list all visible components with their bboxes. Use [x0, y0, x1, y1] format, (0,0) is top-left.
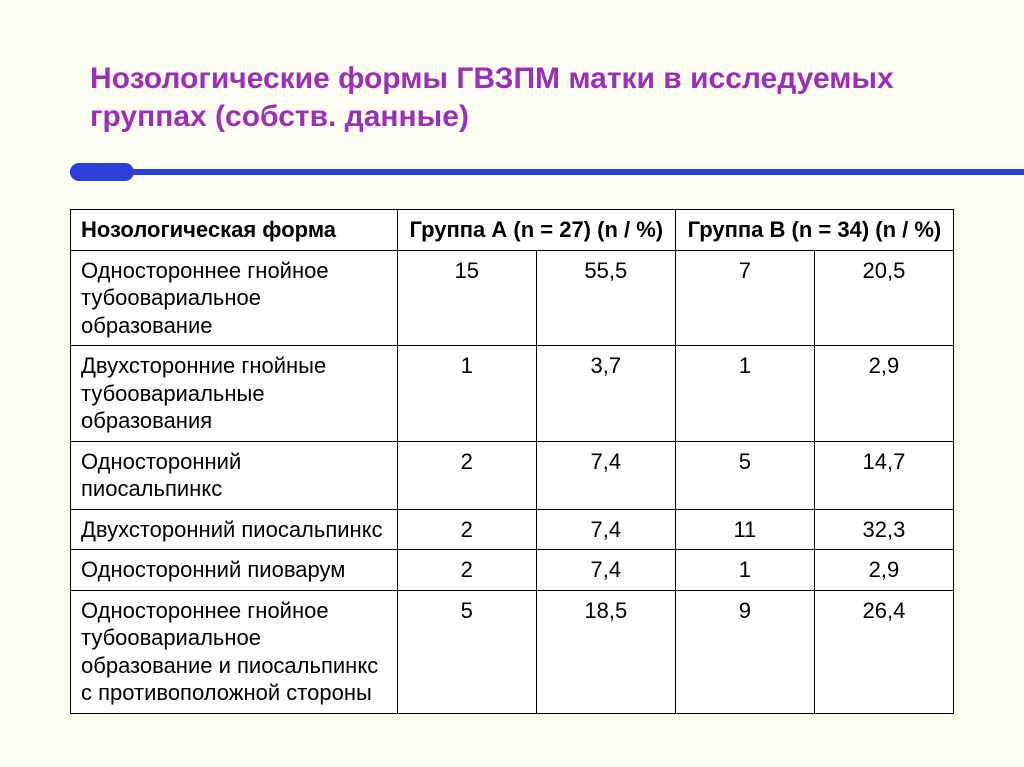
table-body: Одностороннее гнойное тубоовариальное об… — [71, 250, 954, 713]
cell-b-pct: 26,4 — [814, 590, 953, 713]
cell-a-n: 2 — [397, 441, 536, 509]
cell-b-pct: 20,5 — [814, 250, 953, 346]
table-header-row: Нозологическая форма Группа А (n = 27) (… — [71, 210, 954, 251]
cell-b-n: 7 — [675, 250, 814, 346]
cell-b-n: 1 — [675, 346, 814, 442]
cell-a-n: 1 — [397, 346, 536, 442]
title-separator — [70, 163, 954, 181]
cell-b-pct: 2,9 — [814, 346, 953, 442]
col-header-label: Нозологическая форма — [71, 210, 398, 251]
slide-title: Нозологические формы ГВЗПМ матки в иссле… — [70, 60, 954, 135]
row-label: Двухсторонние гнойные тубоовариальные об… — [71, 346, 398, 442]
cell-a-pct: 3,7 — [536, 346, 675, 442]
cell-a-pct: 55,5 — [536, 250, 675, 346]
table-row: Односторонний пиоварум 2 7,4 1 2,9 — [71, 550, 954, 591]
cell-b-pct: 2,9 — [814, 550, 953, 591]
table-row: Двухсторонние гнойные тубоовариальные об… — [71, 346, 954, 442]
cell-a-pct: 7,4 — [536, 509, 675, 550]
row-label: Одностороннее гнойное тубоовариальное об… — [71, 250, 398, 346]
table-row: Односторонний пиосальпинкс 2 7,4 5 14,7 — [71, 441, 954, 509]
row-label: Односторонний пиоварум — [71, 550, 398, 591]
cell-b-n: 5 — [675, 441, 814, 509]
row-label: Двухсторонний пиосальпинкс — [71, 509, 398, 550]
separator-cap — [70, 163, 134, 181]
cell-b-n: 9 — [675, 590, 814, 713]
table-row: Двухсторонний пиосальпинкс 2 7,4 11 32,3 — [71, 509, 954, 550]
col-header-group-a: Группа А (n = 27) (n / %) — [397, 210, 675, 251]
separator-line — [70, 169, 1024, 175]
col-header-group-b: Группа В (n = 34) (n / %) — [675, 210, 953, 251]
cell-b-n: 1 — [675, 550, 814, 591]
cell-a-n: 2 — [397, 509, 536, 550]
cell-b-pct: 32,3 — [814, 509, 953, 550]
cell-a-n: 5 — [397, 590, 536, 713]
cell-a-pct: 7,4 — [536, 441, 675, 509]
data-table: Нозологическая форма Группа А (n = 27) (… — [70, 209, 954, 714]
table-row: Одностороннее гнойное тубоовариальное об… — [71, 590, 954, 713]
row-label: Одностороннее гнойное тубоовариальное об… — [71, 590, 398, 713]
cell-a-pct: 18,5 — [536, 590, 675, 713]
cell-a-pct: 7,4 — [536, 550, 675, 591]
cell-b-pct: 14,7 — [814, 441, 953, 509]
cell-b-n: 11 — [675, 509, 814, 550]
cell-a-n: 15 — [397, 250, 536, 346]
cell-a-n: 2 — [397, 550, 536, 591]
row-label: Односторонний пиосальпинкс — [71, 441, 398, 509]
table-row: Одностороннее гнойное тубоовариальное об… — [71, 250, 954, 346]
